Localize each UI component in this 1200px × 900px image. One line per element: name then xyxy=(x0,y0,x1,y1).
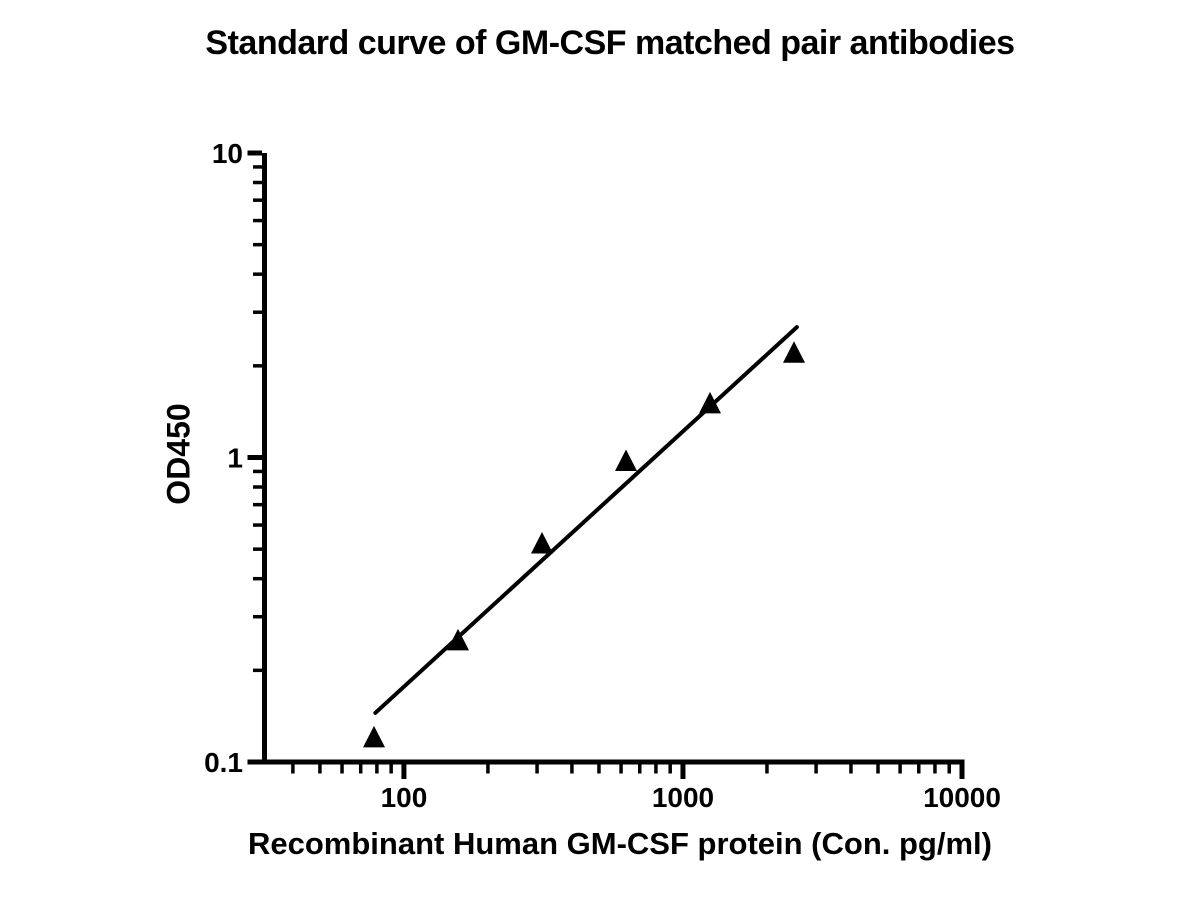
data-point-triangle xyxy=(363,725,386,748)
x-tick-label: 100 xyxy=(381,782,428,813)
y-tick-label: 0.1 xyxy=(204,747,243,778)
chart-title: Standard curve of GM-CSF matched pair an… xyxy=(205,24,1015,62)
y-axis-title: OD450 xyxy=(160,403,197,505)
y-tick-label: 1 xyxy=(227,443,243,474)
x-tick-label: 10000 xyxy=(923,782,1001,813)
data-point-triangle xyxy=(699,391,722,414)
data-point-triangle xyxy=(783,341,806,363)
y-tick-label: 10 xyxy=(212,138,243,169)
x-axis-title: Recombinant Human GM-CSF protein (Con. p… xyxy=(248,826,992,861)
data-point-triangle xyxy=(447,628,470,651)
data-point-triangle xyxy=(615,449,638,472)
data-point-triangle xyxy=(531,531,554,554)
x-tick-label: 1000 xyxy=(652,782,714,813)
trend-line xyxy=(373,325,799,715)
